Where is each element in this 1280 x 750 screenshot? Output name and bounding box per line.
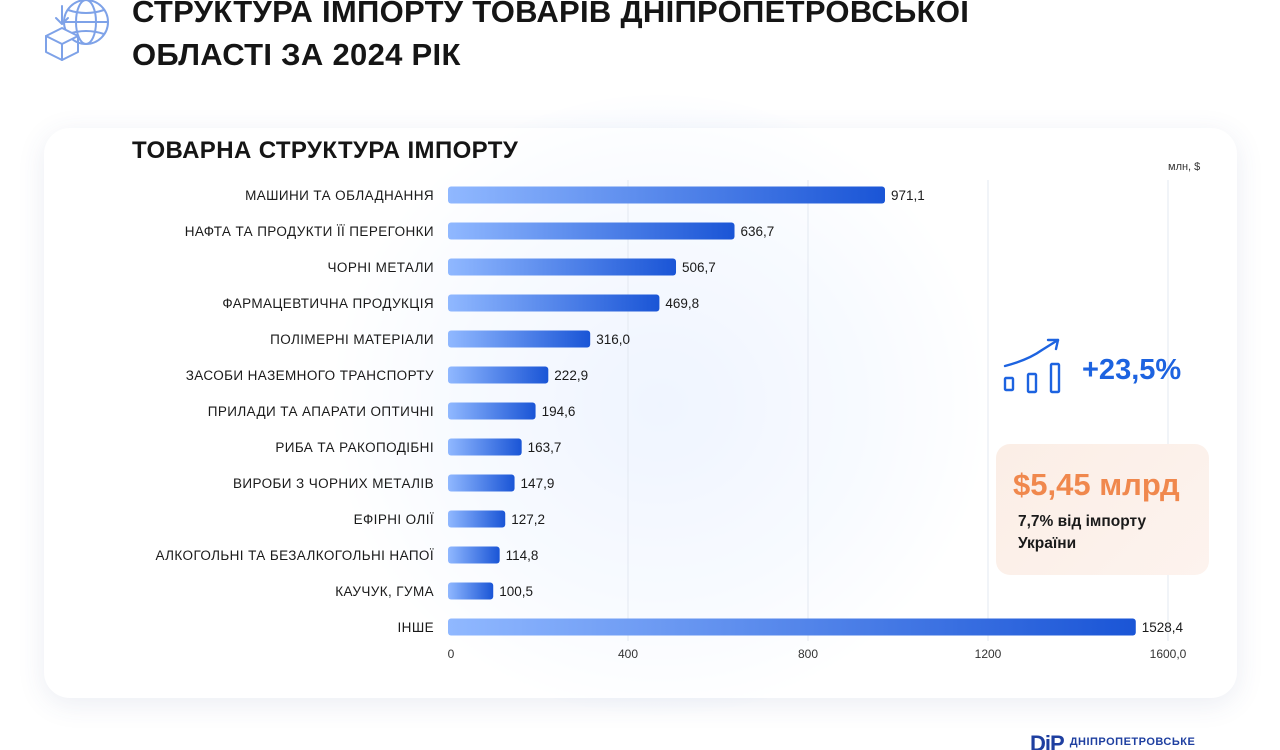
- category-label: ФАРМАЦЕВТИЧНА ПРОДУКЦІЯ: [222, 296, 434, 311]
- chart-title: ТОВАРНА СТРУКТУРА ІМПОРТУ: [132, 137, 519, 164]
- data-label: 194,6: [542, 404, 576, 419]
- bar: [448, 330, 591, 348]
- import-box-globe-icon: [45, 0, 109, 61]
- bar: [448, 546, 500, 564]
- data-label: 222,9: [554, 368, 588, 383]
- data-label: 636,7: [741, 224, 775, 239]
- growth-value: +23,5%: [1082, 354, 1182, 386]
- category-label: НАФТА ТА ПРОДУКТИ ЇЇ ПЕРЕГОНКИ: [185, 224, 434, 239]
- category-label: МАШИНИ ТА ОБЛАДНАННЯ: [245, 188, 434, 203]
- logo-mark: DiP: [1030, 731, 1065, 750]
- data-label: 100,5: [499, 584, 533, 599]
- data-label: 163,7: [528, 440, 562, 455]
- x-tick-label: 0: [448, 647, 455, 661]
- data-label: 147,9: [521, 476, 555, 491]
- bar: [448, 510, 506, 528]
- growth-chart-icon: [1003, 338, 1061, 394]
- data-label: 316,0: [596, 332, 630, 347]
- data-label: 127,2: [511, 512, 545, 527]
- category-label: ВИРОБИ З ЧОРНИХ МЕТАЛІВ: [233, 476, 434, 491]
- category-label: КАУЧУК, ГУМА: [335, 584, 434, 599]
- data-label: 114,8: [506, 548, 539, 563]
- logo-text: ДНІПРОПЕТРОВСЬКЕ: [1069, 736, 1196, 748]
- x-tick-label: 1200: [975, 647, 1002, 661]
- data-label: 971,1: [891, 188, 925, 203]
- category-label: ЧОРНІ МЕТАЛИ: [328, 260, 434, 275]
- bar: [448, 582, 494, 600]
- bar: [448, 474, 515, 492]
- total-card: [996, 444, 1209, 575]
- data-label: 1528,4: [1142, 620, 1184, 635]
- x-tick-label: 400: [618, 647, 638, 661]
- bar: [448, 186, 885, 204]
- total-note: 7,7% від імпорту України: [1018, 513, 1147, 552]
- total-value: $5,45 млрд: [1013, 467, 1180, 502]
- bar: [448, 258, 677, 276]
- bar: [448, 438, 522, 456]
- x-tick-label: 800: [798, 647, 818, 661]
- category-label: ПОЛІМЕРНІ МАТЕРІАЛИ: [270, 332, 434, 347]
- unit-label: млн, $: [1168, 161, 1201, 173]
- category-label: АЛКОГОЛЬНІ ТА БЕЗАЛКОГОЛЬНІ НАПОЇ: [155, 548, 434, 563]
- logo: DiP ДНІПРОПЕТРОВСЬКЕ: [1030, 731, 1196, 750]
- data-label: 469,8: [665, 296, 699, 311]
- bar: [448, 618, 1136, 636]
- page-title: СТРУКТУРА ІМПОРТУ ТОВАРІВ ДНІПРОПЕТРОВСЬ…: [132, 0, 970, 72]
- bar: [448, 222, 735, 240]
- category-label: ЕФІРНІ ОЛІЇ: [354, 512, 434, 527]
- data-label: 506,7: [682, 260, 716, 275]
- bar: [448, 366, 549, 384]
- bar: [448, 402, 536, 420]
- bar: [448, 294, 660, 312]
- category-label: ІНШЕ: [398, 620, 434, 635]
- category-label: ПРИЛАДИ ТА АПАРАТИ ОПТИЧНІ: [208, 404, 434, 419]
- category-label: РИБА ТА РАКОПОДІБНІ: [275, 440, 434, 455]
- x-tick-label: 1600,0: [1150, 647, 1187, 661]
- category-label: ЗАСОБИ НАЗЕМНОГО ТРАНСПОРТУ: [186, 368, 434, 383]
